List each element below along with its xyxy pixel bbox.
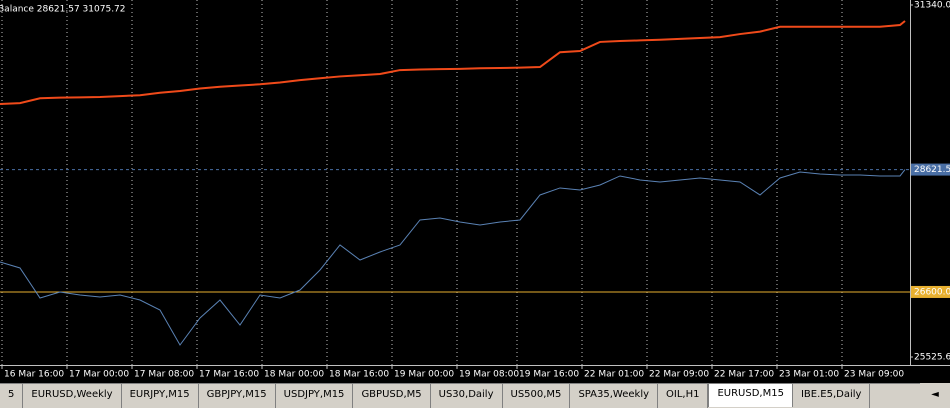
x-tick-label: 16 Mar 16:00 [4,370,64,380]
tab[interactable]: IBE.E5,Daily [793,384,871,408]
x-tick-label: 17 Mar 08:00 [134,370,194,380]
tab[interactable]: 5 [0,384,24,408]
x-axis-border [0,365,950,366]
series-line [0,20,906,105]
chart: Balance 28621.57 31075.72 16 Mar 16:00 17… [0,0,950,380]
tab[interactable]: SPA35,Weekly [570,384,659,408]
series-line [0,169,906,346]
x-tick-label: 22 Mar 09:00 [649,370,709,380]
x-tick-label: 17 Mar 00:00 [69,370,129,380]
tab[interactable]: USDJPY,M15 [276,384,354,408]
tab[interactable]: GBPJPY,M15 [199,384,276,408]
tab[interactable]: EURUSD,M15 [708,384,793,407]
x-tick-label: 22 Mar 17:00 [714,370,774,380]
tab[interactable]: EURJPY,M15 [122,384,199,408]
tab[interactable]: GBPUSD,M5 [353,384,431,408]
x-tick-label: 19 Mar 16:00 [519,370,579,380]
x-tick-label: 23 Mar 09:00 [844,370,904,380]
y-tick-label: 31340.01 [914,1,950,11]
tab[interactable]: OIL,H1 [658,384,709,408]
x-tick-label: 19 Mar 08:00 [459,370,519,380]
y-tick-highlight [911,163,950,176]
y-tick-label: 25525.65 [914,353,950,363]
tab-scroll[interactable]: ◄ [920,383,950,408]
x-tick-label: 17 Mar 16:00 [199,370,259,380]
x-tick-label: 18 Mar 00:00 [264,370,324,380]
tab[interactable]: US500,M5 [503,384,571,408]
tab[interactable]: EURUSD,Weekly [23,384,122,408]
y-tick-label: 28621.57 [914,165,950,175]
x-tick-label: 23 Mar 01:00 [779,370,839,380]
tab-bar: 5 EURUSD,Weekly EURJPY,M15 GBPJPY,M15 USDJPY… [0,383,950,408]
chart-title: Balance 28621.57 31075.72 [0,5,126,15]
x-tick-label: 22 Mar 01:00 [584,370,644,380]
x-tick-label: 18 Mar 16:00 [329,370,389,380]
y-axis-border [910,0,911,365]
y-tick-highlight [911,285,950,298]
tab[interactable]: US30,Daily [431,384,503,408]
y-tick-label: 26600.00 [914,287,950,297]
x-tick-label: 19 Mar 00:00 [394,370,454,380]
